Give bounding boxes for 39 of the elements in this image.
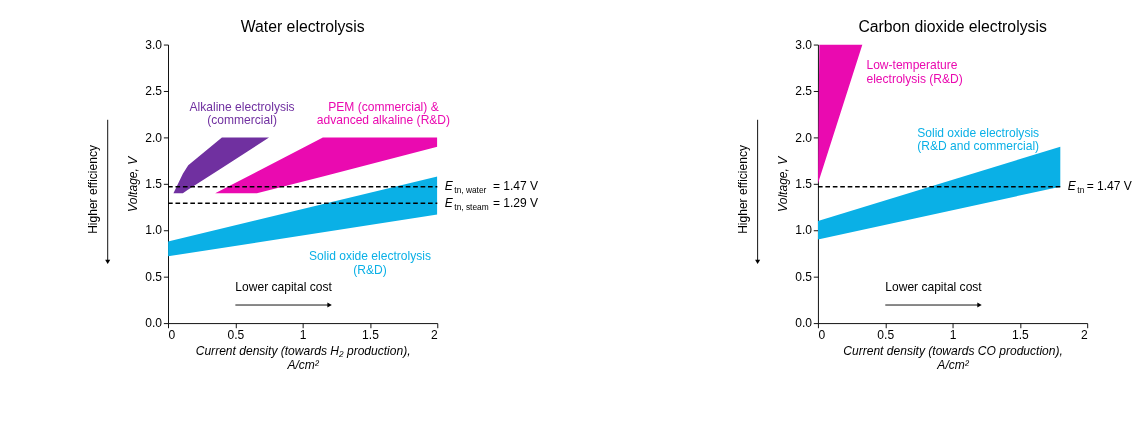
x-tick-label: 0 [818,328,826,343]
legend-label: Solid oxide electrolysis (R&D) [309,248,431,277]
y-tick-label: 0.0 [795,316,813,331]
y-tick-label: 1.5 [795,177,813,192]
y-axis-title: Voltage, V [125,155,140,212]
y-tick-label: 1.0 [145,223,163,238]
y-tick-label: 1.5 [145,177,163,192]
x-tick-label: 1 [299,328,307,343]
y-tick-label: 3.0 [795,37,813,52]
y-tick-label: 3.0 [145,37,163,52]
x-tick-label: 2 [1080,328,1088,343]
annotation: Lower capital cost [885,279,983,294]
x-axis-title: Current density (towards CO production), A/cm² [843,344,1063,373]
legend-label: Solid oxide electrolysis (R&D and commercial) [917,125,1040,154]
y-tick-label: 0.5 [145,269,163,284]
y-tick-label: 1.0 [795,223,813,238]
x-tick-label: 1.5 [1012,328,1030,343]
legend-label: Alkaline electrolysis (commercial) [189,99,295,128]
y-axis-title: Voltage, V [775,155,790,212]
x-tick-label: 0.5 [877,328,895,343]
y-tick-label: 2.5 [795,84,813,99]
chart-title: Carbon dioxide electrolysis [858,17,1047,35]
x-tick-label: 0 [168,328,176,343]
text: Higher efficiency [86,145,101,234]
x-tick-label: 1 [949,328,957,343]
legend-label: PEM (commercial) & advanced alkaline (R&D) [316,99,451,128]
x-axis-title: Current density (towards H₂ production), A/cm² [195,344,411,373]
x-tick-label: 0.5 [227,328,245,343]
annotation: Lower capital cost [235,279,333,294]
y-tick-label: 2.0 [145,130,163,145]
y-tick-label: 2.5 [145,84,163,99]
x-tick-label: 1.5 [362,328,380,343]
chart-title: Water electrolysis [240,17,365,35]
x-tick-label: 2 [431,328,439,343]
y-tick-label: 0.0 [145,316,163,331]
y-tick-label: 0.5 [795,269,813,284]
y-tick-label: 2.0 [795,130,813,145]
legend-label: Low-temperature electrolysis (R&D) [866,57,963,86]
text: Higher efficiency [736,145,751,234]
